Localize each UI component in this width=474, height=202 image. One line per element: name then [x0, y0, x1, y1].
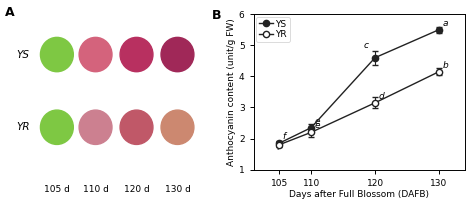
Text: YS: YS [16, 49, 29, 60]
Text: e: e [314, 121, 320, 130]
Ellipse shape [161, 110, 194, 144]
Text: e: e [314, 117, 320, 125]
Text: A: A [5, 6, 14, 19]
Text: d: d [379, 92, 384, 101]
Y-axis label: Anthocyanin content (unit/g FW): Anthocyanin content (unit/g FW) [227, 18, 236, 166]
Ellipse shape [120, 37, 153, 72]
Text: 110 d: 110 d [82, 185, 109, 194]
Text: f: f [283, 132, 285, 141]
Text: a: a [443, 19, 448, 28]
Ellipse shape [161, 37, 194, 72]
Text: f: f [276, 143, 279, 152]
Ellipse shape [79, 110, 112, 144]
Ellipse shape [79, 37, 112, 72]
Text: B: B [211, 9, 221, 22]
X-axis label: Days after Full Blossom (DAFB): Days after Full Blossom (DAFB) [289, 190, 429, 200]
Text: b: b [443, 61, 448, 69]
Ellipse shape [120, 110, 153, 144]
Text: 105 d: 105 d [44, 185, 70, 194]
Ellipse shape [40, 110, 73, 144]
Text: 120 d: 120 d [124, 185, 149, 194]
Legend: YS, YR: YS, YR [256, 17, 290, 42]
Text: c: c [364, 41, 368, 50]
Text: 130 d: 130 d [164, 185, 191, 194]
Text: YR: YR [16, 122, 29, 132]
Ellipse shape [40, 37, 73, 72]
